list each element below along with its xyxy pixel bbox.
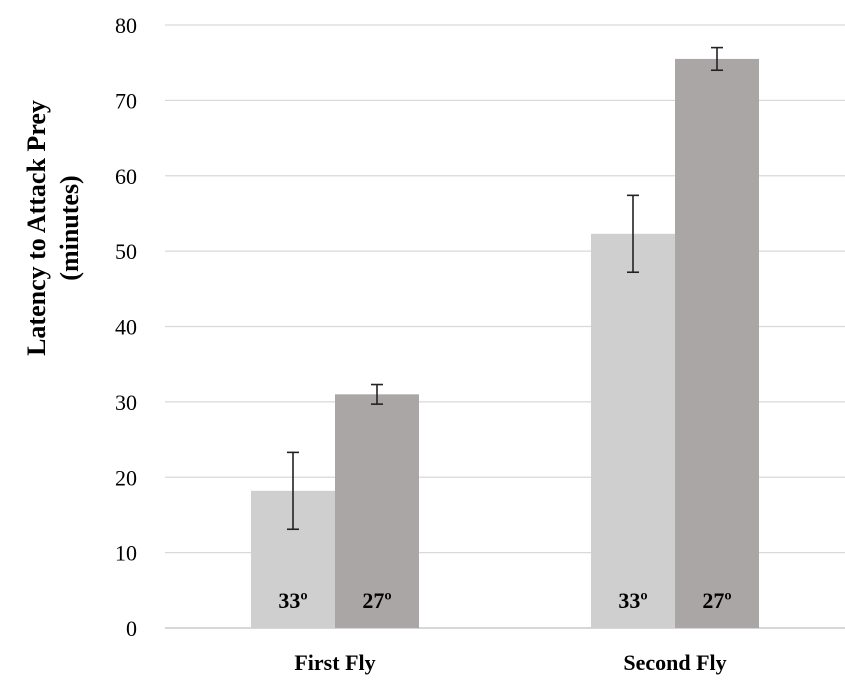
- y-axis-ticks: 0 10 20 30 40 50 60 70 80: [115, 13, 137, 641]
- y-tick-label: 20: [115, 465, 137, 490]
- x-category-label: Second Fly: [623, 650, 726, 675]
- bar: [591, 233, 675, 628]
- bar-label: 27º: [362, 588, 391, 613]
- bar-label: 33º: [278, 588, 307, 613]
- y-axis-label-line2: (minutes): [55, 175, 84, 280]
- x-category-label: First Fly: [294, 650, 375, 675]
- y-tick-label: 60: [115, 164, 137, 189]
- y-tick-label: 0: [126, 616, 137, 641]
- y-tick-label: 50: [115, 239, 137, 264]
- y-tick-label: 10: [115, 541, 137, 566]
- y-tick-label: 70: [115, 88, 137, 113]
- y-tick-label: 30: [115, 390, 137, 415]
- bar: [675, 58, 759, 628]
- y-tick-label: 40: [115, 315, 137, 340]
- error-bars: [287, 46, 723, 531]
- bar-label: 27º: [702, 588, 731, 613]
- x-axis-categories: First Fly Second Fly: [294, 650, 726, 675]
- y-tick-label: 80: [115, 13, 137, 38]
- bars: [251, 58, 759, 628]
- bar-label: 33º: [618, 588, 647, 613]
- bar-labels: 33º 27º 33º 27º: [278, 588, 731, 613]
- y-axis-label-line1: Latency to Attack Prey: [22, 100, 51, 356]
- bar: [335, 394, 419, 628]
